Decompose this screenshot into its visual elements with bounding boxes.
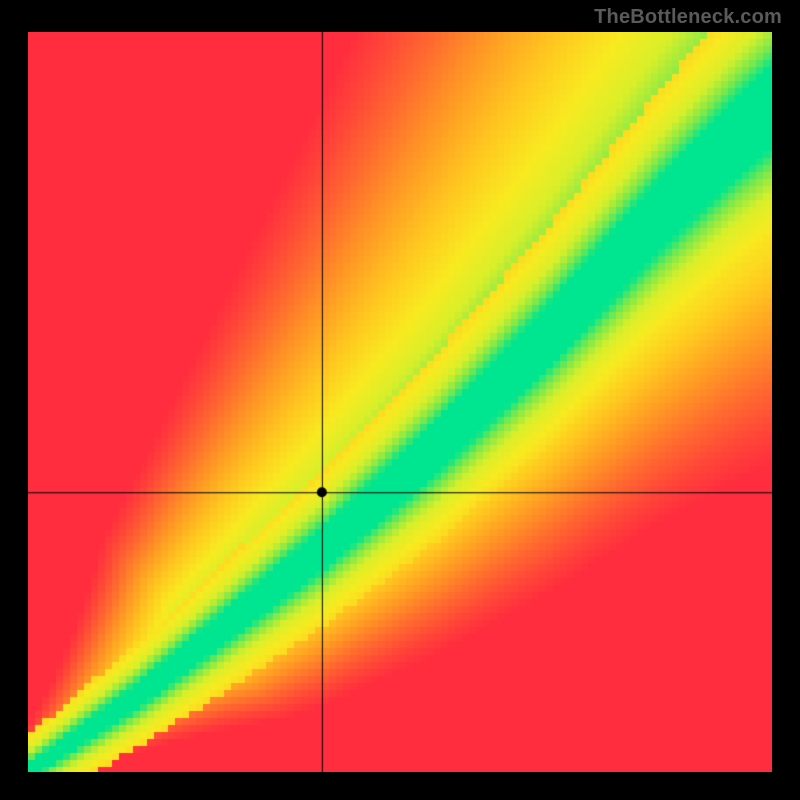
chart-container: TheBottleneck.com [0, 0, 800, 800]
watermark-text: TheBottleneck.com [594, 6, 782, 29]
heatmap-canvas [28, 32, 772, 772]
